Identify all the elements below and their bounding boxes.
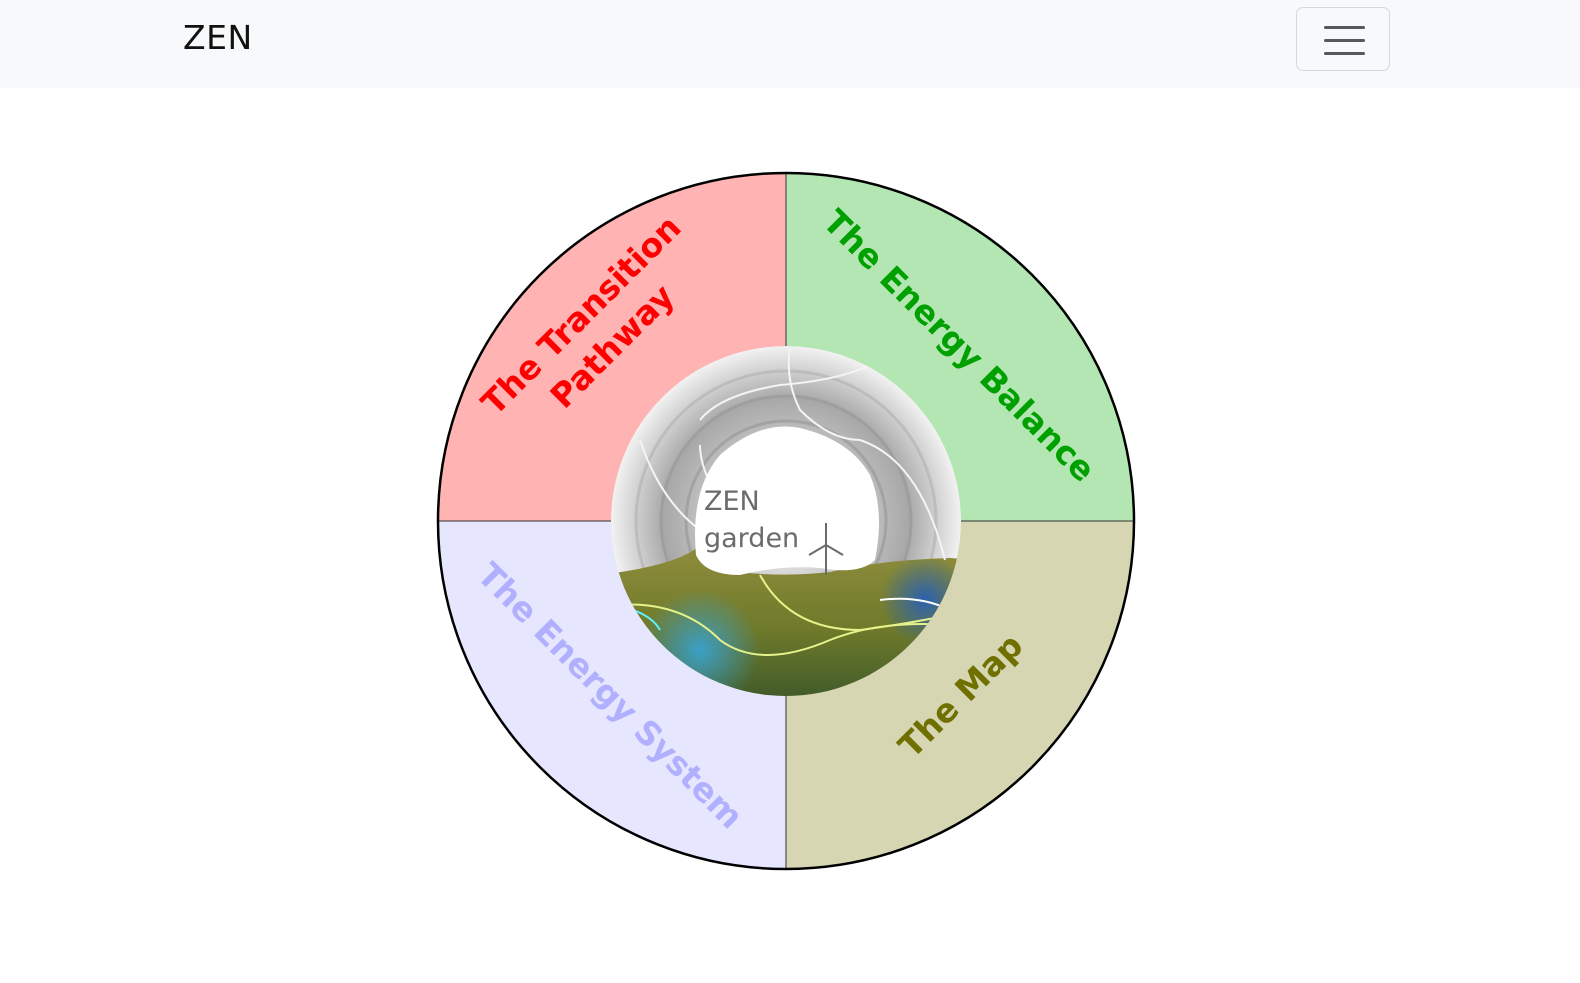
menu-toggle-button[interactable]	[1296, 7, 1390, 71]
center-title-line1: ZEN	[704, 486, 760, 517]
wheel-outline	[436, 171, 1136, 871]
navbar: ZEN	[0, 0, 1580, 88]
brand-link[interactable]: ZEN	[183, 18, 253, 57]
wind-turbine-icon	[808, 523, 844, 575]
center-title-line2: garden	[704, 523, 799, 554]
